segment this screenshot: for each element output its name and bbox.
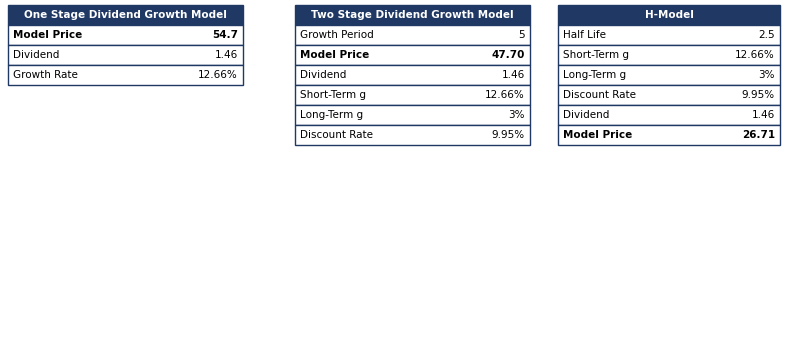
Text: 1.46: 1.46 [502, 70, 525, 80]
Text: 2.5: 2.5 [759, 30, 775, 40]
Text: Long-Term g: Long-Term g [300, 110, 363, 120]
Text: 3%: 3% [508, 110, 525, 120]
Bar [8, 25, 243, 45]
Text: Model Price: Model Price [563, 130, 632, 140]
Bar [558, 25, 780, 45]
Text: Dividend: Dividend [13, 50, 59, 60]
Bar [558, 105, 780, 125]
Text: 54.7: 54.7 [212, 30, 238, 40]
Text: Discount Rate: Discount Rate [300, 130, 373, 140]
Text: 12.66%: 12.66% [735, 50, 775, 60]
Text: 1.46: 1.46 [752, 110, 775, 120]
Text: Short-Term g: Short-Term g [563, 50, 629, 60]
Text: 9.95%: 9.95% [492, 130, 525, 140]
Bar [295, 5, 530, 25]
Text: Short-Term g: Short-Term g [300, 90, 366, 100]
Bar [558, 45, 780, 65]
Text: 12.66%: 12.66% [198, 70, 238, 80]
Text: Discount Rate: Discount Rate [563, 90, 636, 100]
Text: 3%: 3% [759, 70, 775, 80]
Bar [558, 5, 780, 25]
Bar [558, 85, 780, 105]
Text: H-Model: H-Model [645, 10, 693, 20]
Text: Dividend: Dividend [300, 70, 346, 80]
Bar [295, 25, 530, 45]
Text: Growth Period: Growth Period [300, 30, 374, 40]
Text: 12.66%: 12.66% [486, 90, 525, 100]
Text: Long-Term g: Long-Term g [563, 70, 626, 80]
Text: Model Price: Model Price [300, 50, 369, 60]
Text: 47.70: 47.70 [492, 50, 525, 60]
Bar [558, 125, 780, 145]
Bar [8, 65, 243, 85]
Text: 26.71: 26.71 [742, 130, 775, 140]
Bar [295, 65, 530, 85]
Text: 1.46: 1.46 [215, 50, 238, 60]
Text: Two Stage Dividend Growth Model: Two Stage Dividend Growth Model [311, 10, 514, 20]
Text: 5: 5 [519, 30, 525, 40]
Bar [8, 45, 243, 65]
Bar [558, 65, 780, 85]
Bar [295, 105, 530, 125]
Bar [295, 125, 530, 145]
Text: Growth Rate: Growth Rate [13, 70, 78, 80]
Text: One Stage Dividend Growth Model: One Stage Dividend Growth Model [24, 10, 227, 20]
Text: Model Price: Model Price [13, 30, 83, 40]
Bar [295, 45, 530, 65]
Text: Half Life: Half Life [563, 30, 606, 40]
Bar [8, 5, 243, 25]
Text: Dividend: Dividend [563, 110, 609, 120]
Text: 9.95%: 9.95% [742, 90, 775, 100]
Bar [295, 85, 530, 105]
